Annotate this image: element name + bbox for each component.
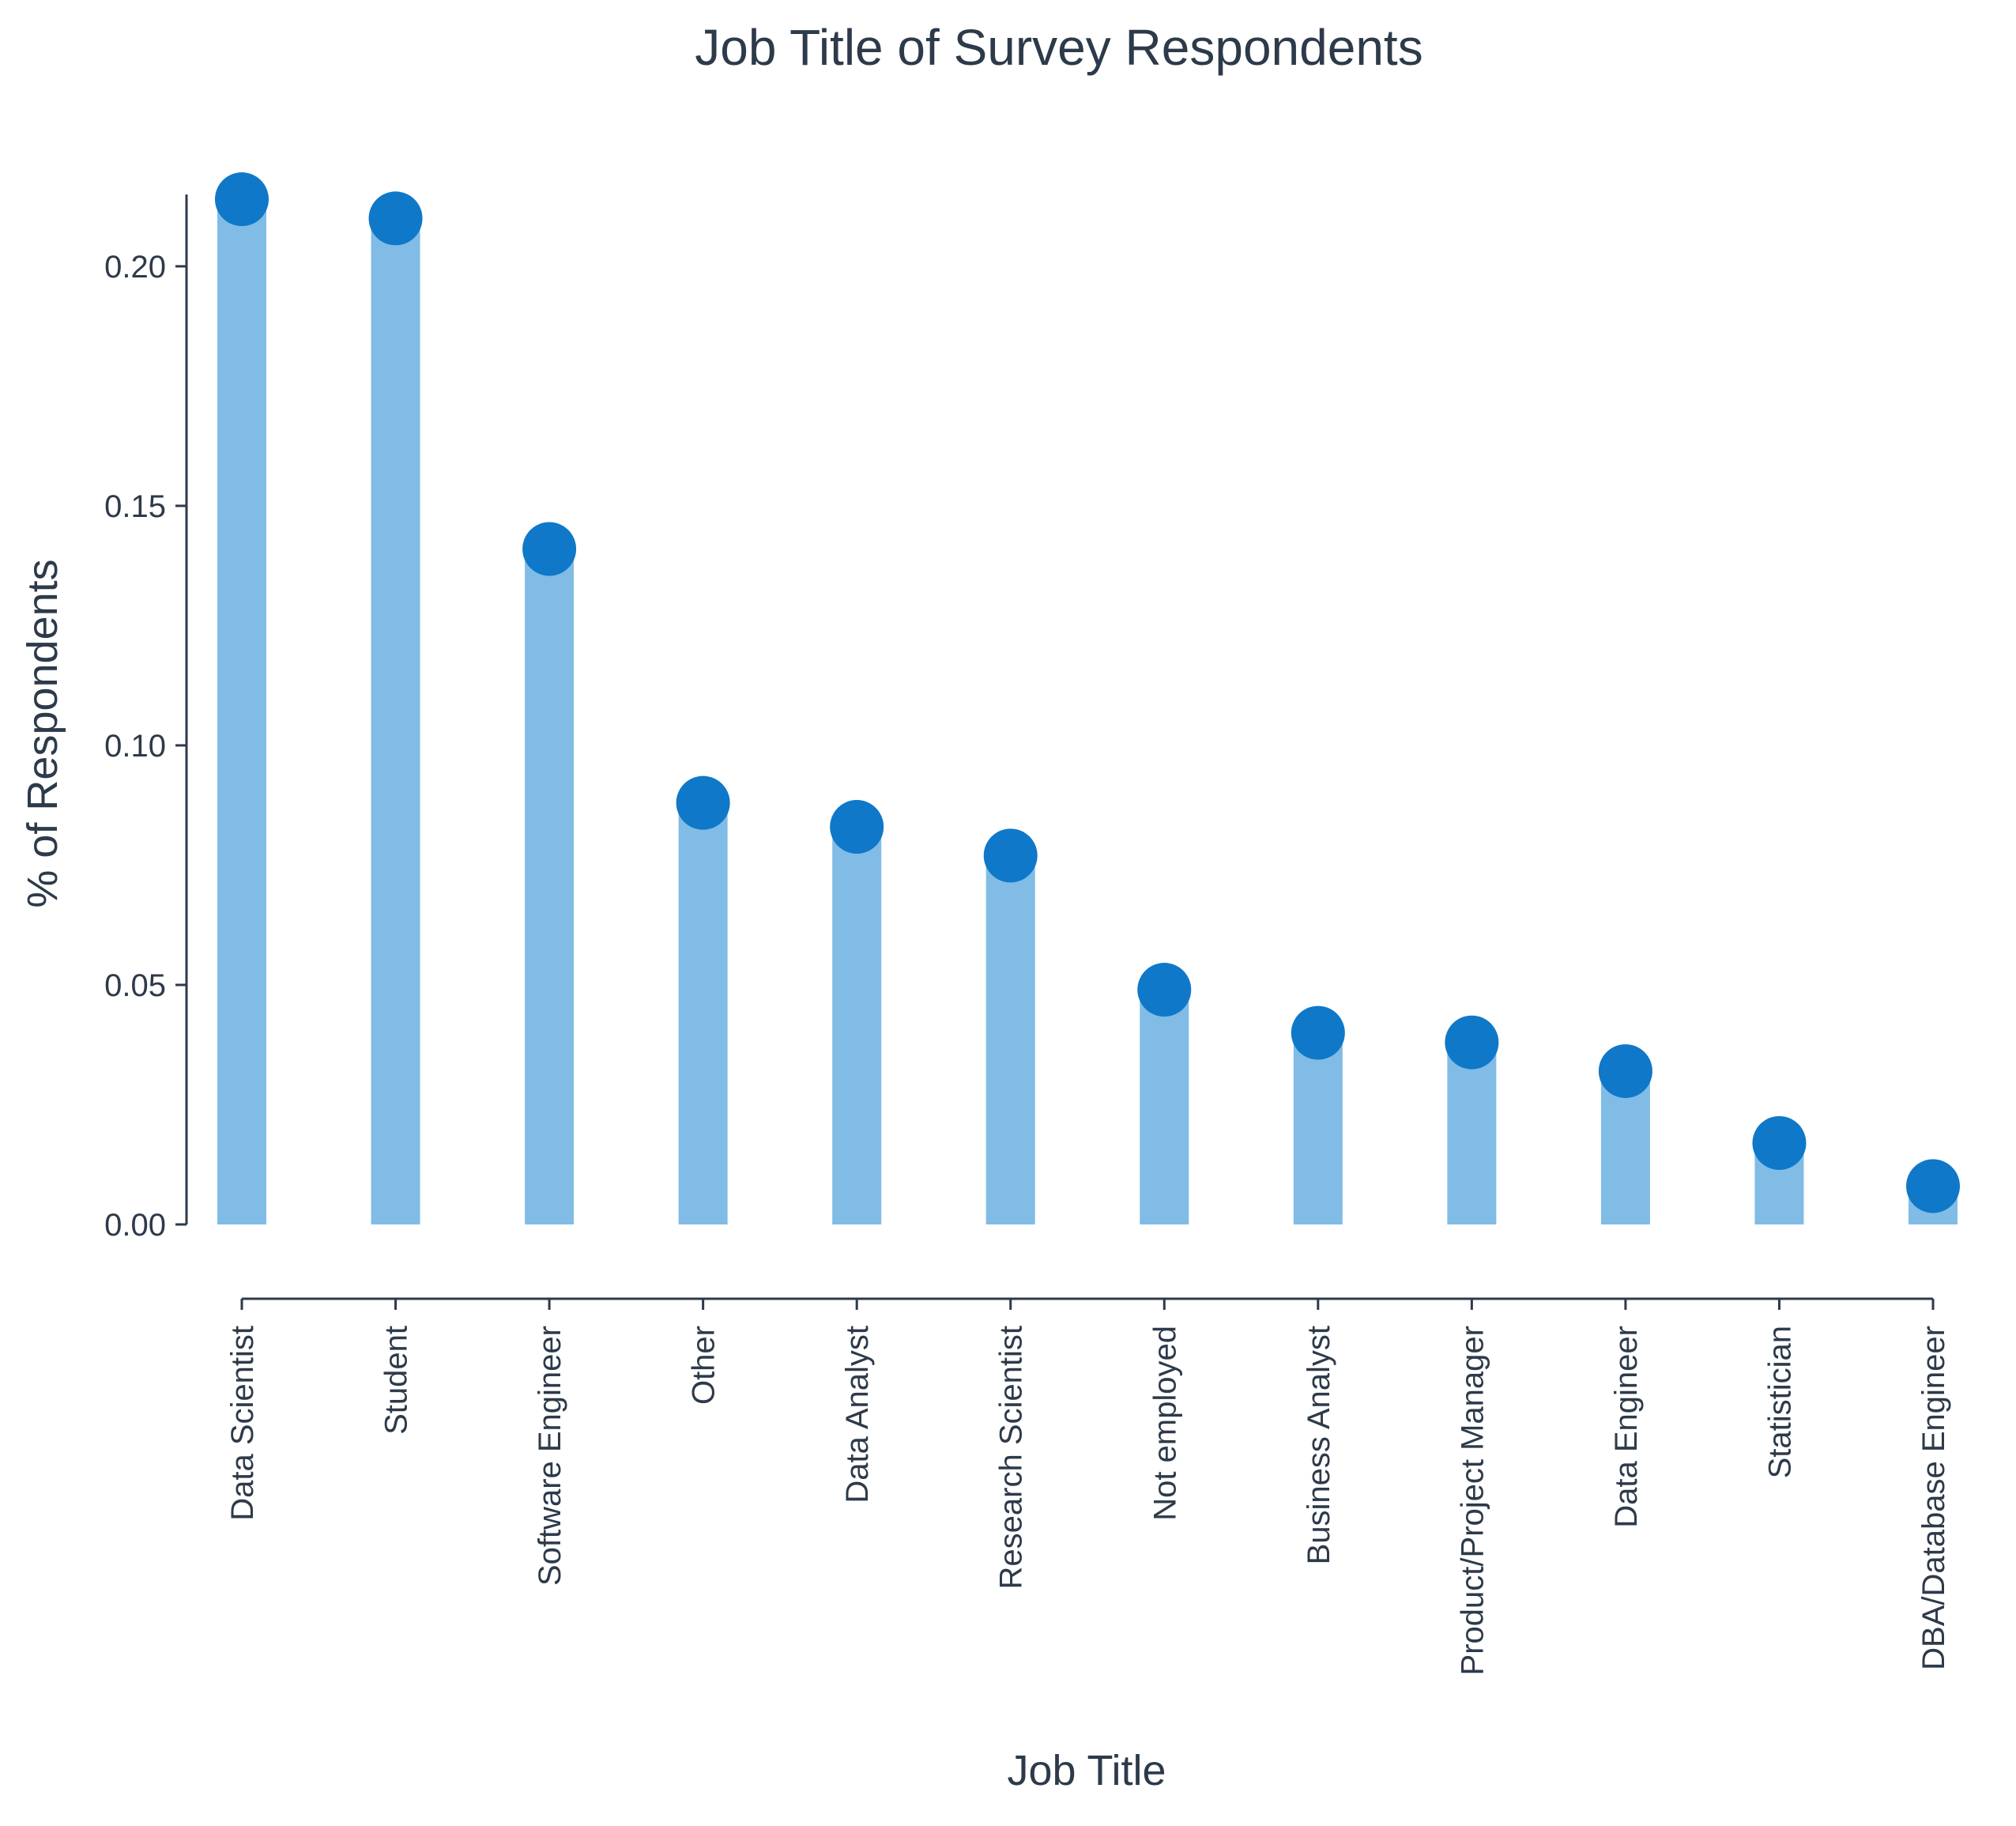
bar: [525, 549, 575, 1224]
x-tick-label: Other: [687, 1326, 722, 1405]
y-tick-label: 0.20: [104, 250, 166, 285]
y-axis-title: % of Respondents: [19, 559, 66, 907]
bar: [678, 802, 728, 1224]
bar: [985, 855, 1035, 1224]
data-point-marker: [1752, 1115, 1807, 1170]
x-tick-label: Business Analyst: [1302, 1326, 1336, 1564]
data-point-marker: [215, 172, 269, 227]
bar: [1293, 1032, 1343, 1224]
chart-title: Job Title of Survey Respondents: [695, 19, 1423, 76]
data-point-marker: [1906, 1159, 1960, 1213]
y-tick-label: 0.10: [104, 729, 166, 764]
x-tick-label: Data Engineer: [1609, 1326, 1644, 1528]
x-tick-label: Student: [379, 1326, 414, 1435]
x-tick-label: Data Scientist: [225, 1326, 260, 1521]
x-tick-label: Not employed: [1147, 1326, 1182, 1521]
data-point-marker: [1445, 1015, 1499, 1070]
bars-group: [217, 199, 1958, 1225]
x-tick-label: DBA/Database Engineer: [1916, 1326, 1951, 1670]
y-tick-label: 0.00: [104, 1208, 166, 1243]
y-axis: 0.00 0.05 0.10 0.15 0.20: [104, 194, 188, 1243]
bar: [217, 199, 266, 1225]
bar: [832, 826, 882, 1224]
x-tick-label: Data Analyst: [840, 1326, 875, 1503]
y-tick-label: 0.05: [104, 968, 166, 1003]
ticks-group: [175, 265, 1935, 1310]
x-tick-label: Software Engineer: [533, 1326, 567, 1586]
y-tick-label: 0.15: [104, 489, 166, 524]
data-point-marker: [522, 522, 577, 576]
x-tick-label: Research Scientist: [994, 1326, 1029, 1589]
x-tick-label: Product/Project Manager: [1455, 1326, 1490, 1675]
x-tick-label: Statistician: [1762, 1326, 1797, 1478]
data-point-marker: [368, 191, 423, 246]
data-point-marker: [1598, 1044, 1652, 1099]
data-point-marker: [676, 775, 730, 830]
x-axis: Data Scientist Student Software Engineer Ot…: [225, 1297, 1951, 1675]
data-point-marker: [1137, 963, 1192, 1017]
bar: [1447, 1042, 1497, 1224]
bar: [1140, 990, 1189, 1224]
markers-group: [215, 172, 1960, 1213]
bar: [371, 218, 420, 1224]
x-axis-title: Job Title: [1007, 1747, 1166, 1794]
data-point-marker: [983, 828, 1038, 883]
data-point-marker: [1291, 1005, 1345, 1060]
data-point-marker: [830, 799, 884, 854]
